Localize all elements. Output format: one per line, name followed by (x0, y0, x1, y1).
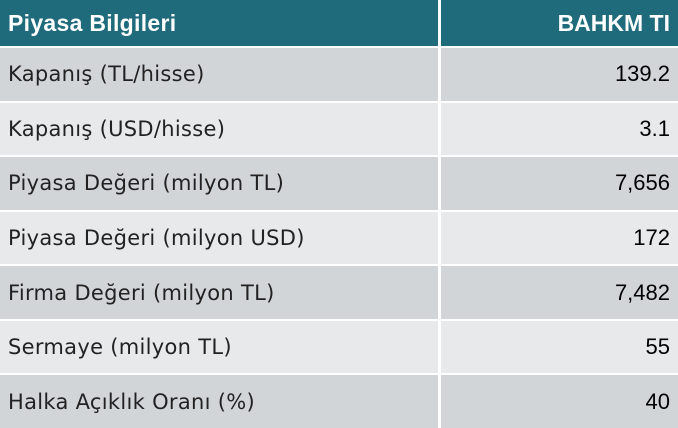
row-label: Halka Açıklık Oranı (%) (0, 375, 438, 428)
row-label: Kapanış (TL/hisse) (0, 48, 438, 101)
row-value: 7,656 (441, 157, 678, 210)
row-value: 172 (441, 211, 678, 265)
row-value: 55 (441, 320, 678, 374)
row-value: 3.1 (441, 102, 678, 156)
header-column: BAHKM TI (441, 0, 678, 46)
table-row: Piyasa Değeri (milyon USD) 172 (0, 211, 678, 265)
table-row: Piyasa Değeri (milyon TL) 7,656 (0, 157, 678, 210)
header-title: Piyasa Bilgileri (0, 0, 438, 46)
row-value: 40 (441, 375, 678, 428)
row-label: Piyasa Değeri (milyon USD) (0, 211, 438, 265)
row-label: Piyasa Değeri (milyon TL) (0, 157, 438, 210)
table-row: Kapanış (USD/hisse) 3.1 (0, 102, 678, 156)
table-row: Firma Değeri (milyon TL) 7,482 (0, 266, 678, 319)
row-value: 7,482 (441, 266, 678, 319)
header-row: Piyasa Bilgileri BAHKM TI (0, 0, 678, 46)
row-label: Firma Değeri (milyon TL) (0, 266, 438, 319)
row-label: Kapanış (USD/hisse) (0, 102, 438, 156)
row-label: Sermaye (milyon TL) (0, 320, 438, 374)
table-row: Sermaye (milyon TL) 55 (0, 320, 678, 374)
row-value: 139.2 (441, 48, 678, 101)
table-row: Halka Açıklık Oranı (%) 40 (0, 375, 678, 428)
table-row: Kapanış (TL/hisse) 139.2 (0, 48, 678, 101)
